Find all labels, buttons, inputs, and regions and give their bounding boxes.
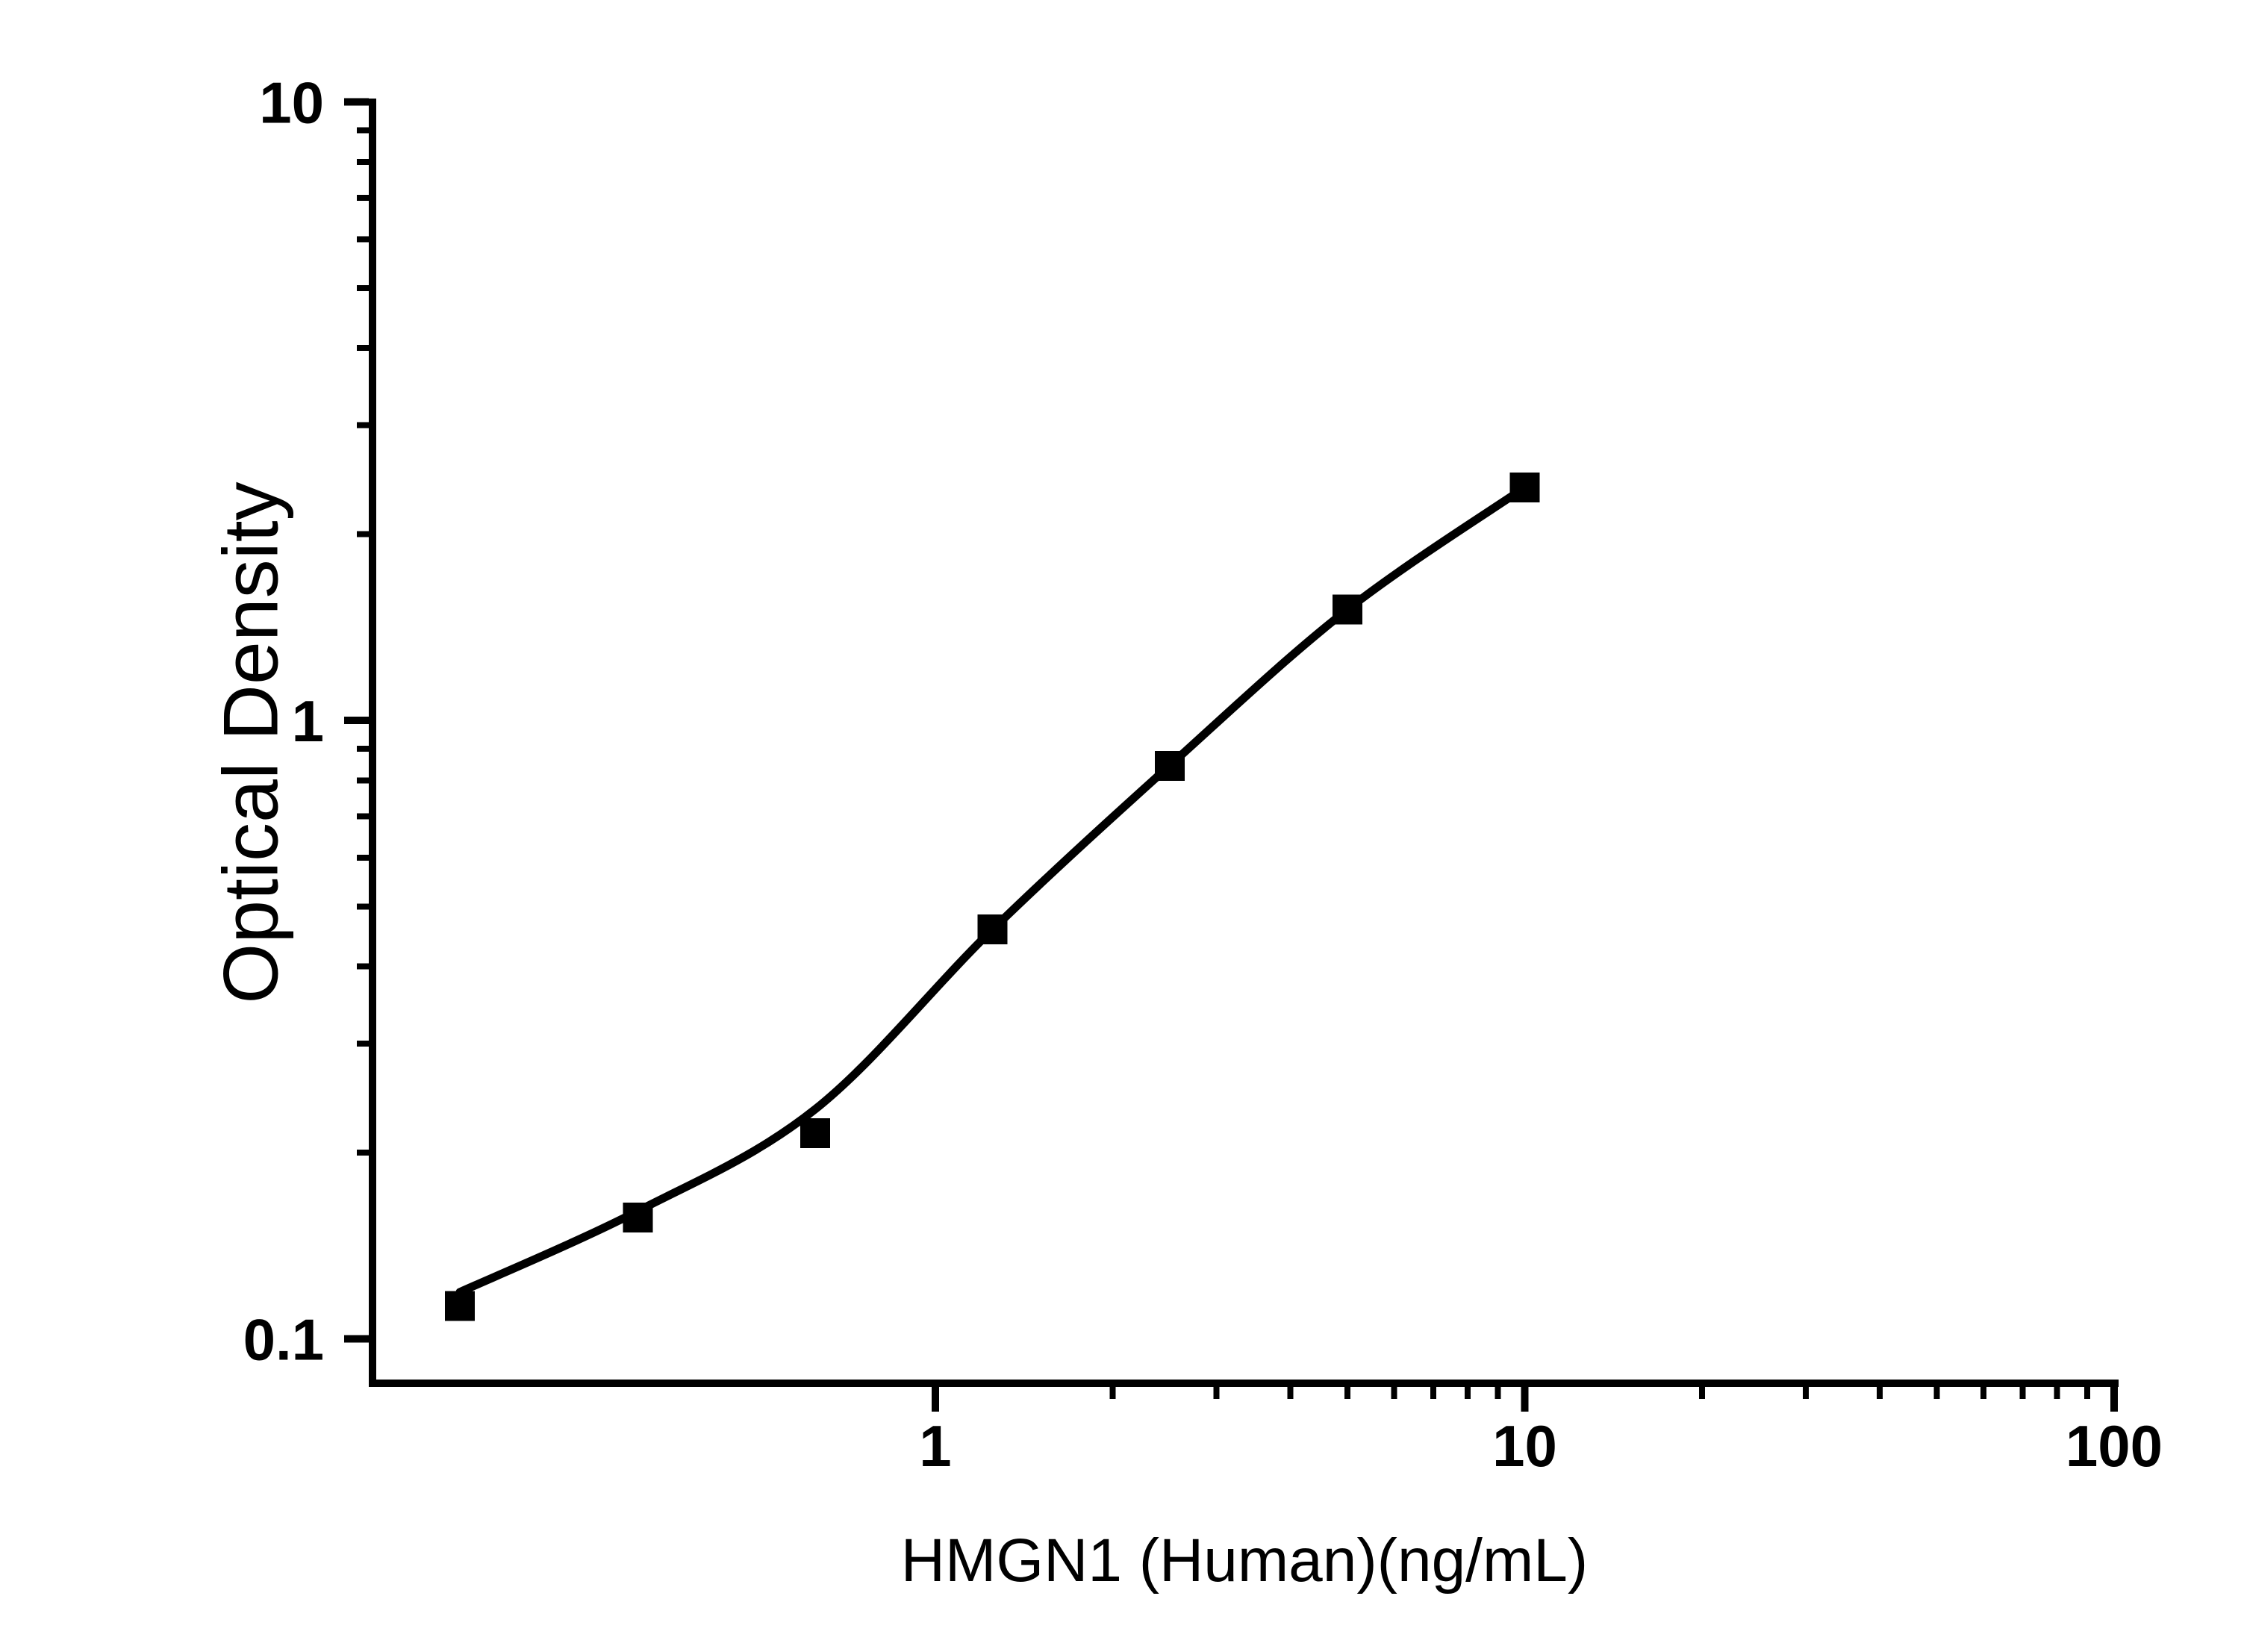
x-tick-label: 1 xyxy=(919,1413,951,1479)
data-point-marker xyxy=(1155,751,1185,782)
y-axis-title: Optical Density xyxy=(208,481,294,1003)
x-axis-title: HMGN1 (Human)(ng/mL) xyxy=(901,1527,1588,1595)
data-point-marker xyxy=(1332,594,1362,625)
fit-curve-layer xyxy=(455,483,1529,1297)
data-point-marker xyxy=(1509,473,1540,503)
fit-curve xyxy=(455,483,1529,1297)
data-point-marker xyxy=(623,1203,653,1233)
y-tick-label: 1 xyxy=(292,688,324,754)
tick-label-layer: 1 10 100 10 1 0.1 xyxy=(243,70,2163,1480)
data-point-marker xyxy=(800,1118,830,1149)
y-tick-label: 0.1 xyxy=(243,1307,324,1373)
x-tick-label: 100 xyxy=(2066,1413,2163,1479)
data-point-marker xyxy=(977,914,1008,945)
axes-layer xyxy=(369,99,2119,1387)
data-point-marker xyxy=(444,1291,475,1321)
tick-layer xyxy=(344,98,2118,1412)
y-tick-label: 10 xyxy=(259,70,324,136)
x-tick-label: 10 xyxy=(1492,1413,1557,1479)
data-point-layer xyxy=(444,473,1540,1321)
